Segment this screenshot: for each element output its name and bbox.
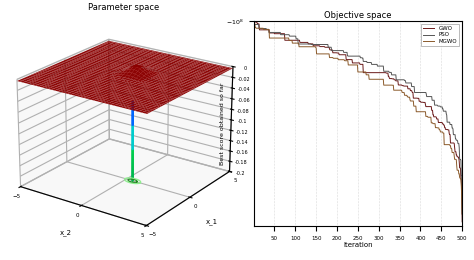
X-axis label: Iteration: Iteration xyxy=(343,242,373,248)
Legend: GWO, PSO, MGWO: GWO, PSO, MGWO xyxy=(421,24,459,46)
MGWO xyxy=(351,63,357,67)
PSO xyxy=(459,212,465,216)
MGWO xyxy=(422,110,428,113)
PSO xyxy=(351,55,357,58)
PSO xyxy=(422,91,428,94)
GWO xyxy=(351,61,357,64)
Title: Parameter space: Parameter space xyxy=(88,3,159,11)
PSO xyxy=(364,60,369,63)
X-axis label: x_2: x_2 xyxy=(60,230,72,236)
PSO xyxy=(251,18,257,21)
GWO xyxy=(364,71,369,74)
PSO xyxy=(350,55,356,58)
GWO xyxy=(251,17,257,21)
Line: PSO: PSO xyxy=(254,20,462,214)
Y-axis label: x_1: x_1 xyxy=(206,218,218,225)
PSO xyxy=(454,139,460,142)
Line: GWO: GWO xyxy=(254,19,462,222)
MGWO xyxy=(459,213,465,216)
MGWO xyxy=(375,78,381,81)
GWO xyxy=(422,101,428,104)
GWO xyxy=(375,71,381,74)
GWO xyxy=(350,61,356,64)
GWO xyxy=(454,155,460,158)
MGWO xyxy=(454,169,460,172)
MGWO xyxy=(251,22,257,25)
MGWO xyxy=(350,63,356,67)
Title: Objective space: Objective space xyxy=(324,11,392,20)
PSO xyxy=(375,64,381,68)
Y-axis label: Best score obtained so far: Best score obtained so far xyxy=(220,82,225,165)
GWO xyxy=(459,220,465,223)
Line: MGWO: MGWO xyxy=(254,24,462,214)
MGWO xyxy=(364,73,369,76)
